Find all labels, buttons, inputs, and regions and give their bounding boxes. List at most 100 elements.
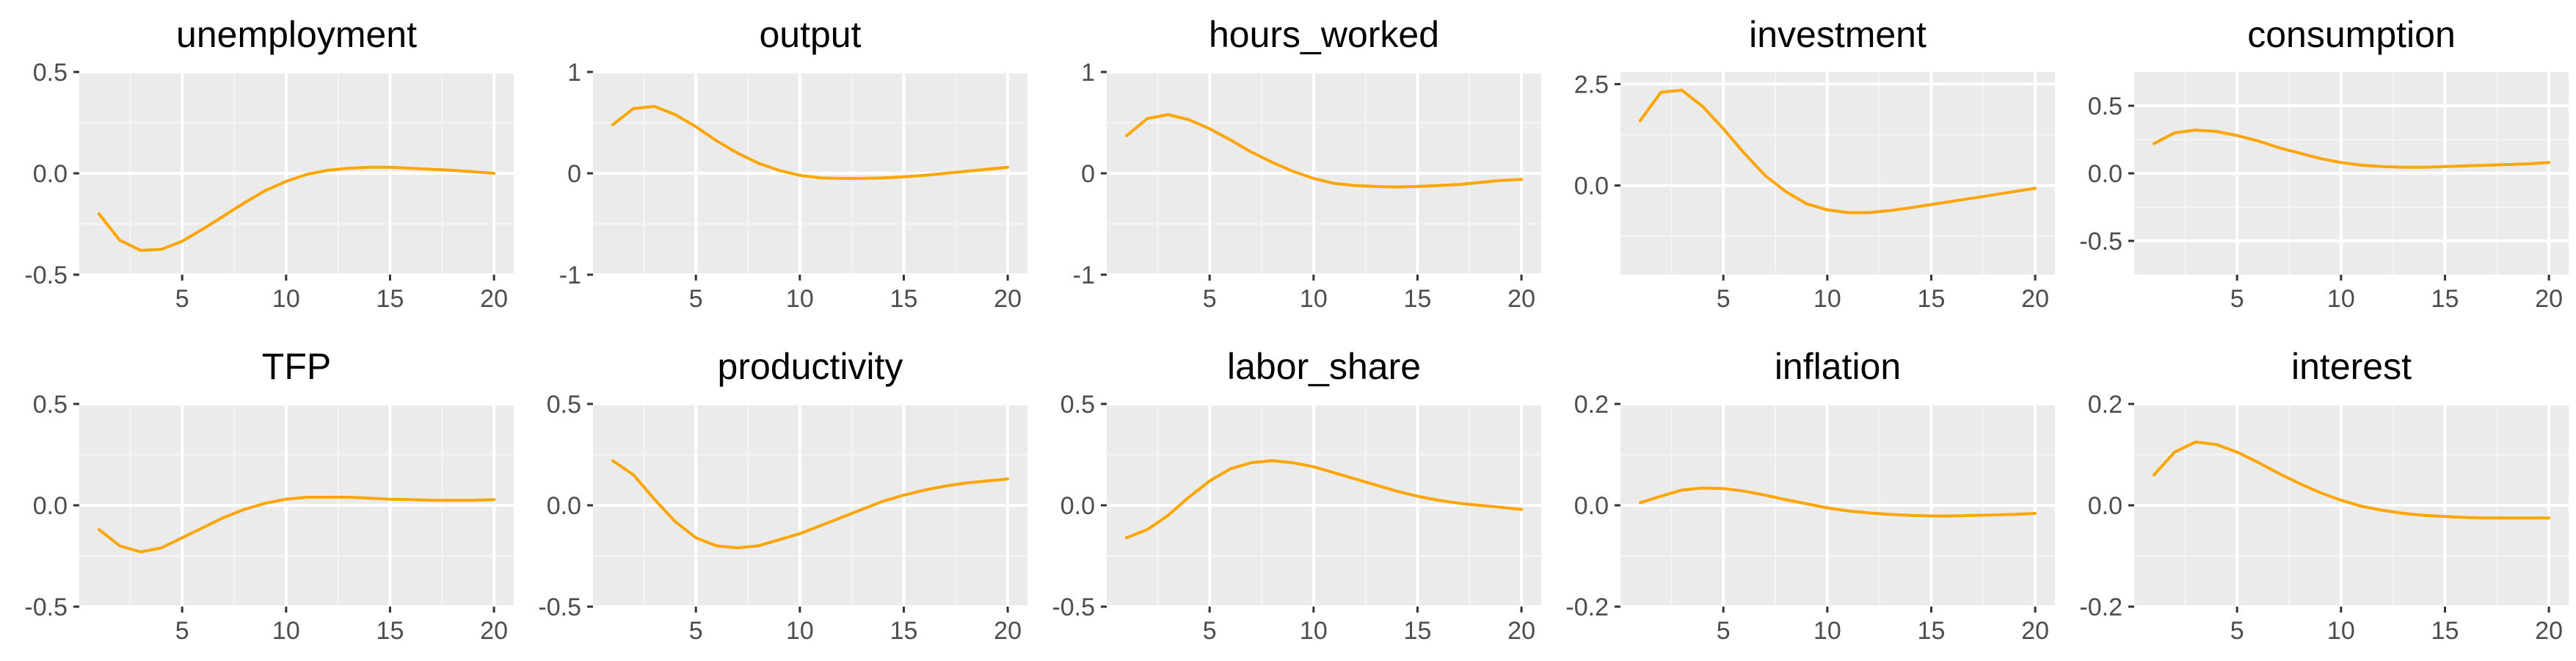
panel-title: productivity — [718, 346, 903, 387]
x-tick-label: 10 — [786, 617, 814, 645]
x-tick-label: 5 — [689, 285, 703, 313]
y-tick-label: 0 — [567, 160, 581, 188]
panel-hours-worked: 5 10 15 20 -1 0 1 hours_worked — [1073, 14, 1541, 313]
x-tick-label: 20 — [1507, 617, 1535, 645]
x-tick-label: 10 — [1300, 617, 1328, 645]
x-tick-label: 15 — [890, 617, 918, 645]
x-tick-label: 5 — [2230, 285, 2244, 313]
x-tick-label: 15 — [1404, 285, 1432, 313]
y-tick-label: -0.2 — [2079, 593, 2122, 621]
y-tick-label: 0.0 — [1060, 492, 1095, 520]
y-tick-label: 0.0 — [33, 160, 68, 188]
x-tick-label: 15 — [1918, 285, 1946, 313]
y-tick-label: 0.0 — [2088, 160, 2122, 188]
x-tick-label: 15 — [2431, 617, 2459, 645]
y-tick-label: -0.5 — [2079, 228, 2122, 256]
y-tick-label: 0 — [1081, 160, 1095, 188]
y-tick-label: -1 — [559, 261, 581, 289]
panel-investment: 5 10 15 20 0.0 2.5 investment — [1574, 14, 2055, 313]
x-tick-label: 10 — [2327, 285, 2355, 313]
y-tick-label: 0.5 — [1060, 391, 1095, 419]
x-tick-label: 5 — [689, 617, 703, 645]
x-tick-label: 10 — [2327, 617, 2355, 645]
panel-title: labor_share — [1227, 346, 1421, 387]
panel-title: investment — [1749, 14, 1926, 55]
x-tick-label: 15 — [1404, 617, 1432, 645]
panel-inflation: 5 10 15 20 -0.2 0.0 0.2 inflation — [1565, 346, 2055, 645]
panel-title: output — [759, 14, 861, 55]
y-tick-label: 0.0 — [1574, 173, 1609, 201]
panel-consumption: 5 10 15 20 -0.5 0.0 0.5 consumption — [2079, 14, 2569, 313]
panel-output: 5 10 15 20 -1 0 1 output — [559, 14, 1027, 313]
x-tick-label: 20 — [1507, 285, 1535, 313]
y-tick-label: 0.2 — [2088, 391, 2122, 419]
x-tick-label: 10 — [786, 285, 814, 313]
y-tick-label: 0.2 — [1574, 391, 1609, 419]
series-line-interest — [2152, 440, 2551, 520]
y-tick-label: -0.5 — [1052, 593, 1095, 621]
x-tick-label: 15 — [890, 285, 918, 313]
x-tick-label: 15 — [2431, 285, 2459, 313]
panel-title: hours_worked — [1209, 14, 1439, 55]
y-tick-label: 0.0 — [33, 492, 68, 520]
x-tick-label: 15 — [1918, 617, 1946, 645]
y-tick-label: -1 — [1073, 261, 1095, 289]
x-tick-label: 10 — [1813, 617, 1841, 645]
panel-title: unemployment — [176, 14, 417, 55]
x-tick-label: 10 — [1813, 285, 1841, 313]
y-tick-label: -0.5 — [24, 593, 68, 621]
series-line-output — [611, 104, 1010, 180]
panel-tfp: 5 10 15 20 -0.5 0.0 0.5 TFP — [24, 346, 514, 645]
panel-title: TFP — [262, 346, 331, 387]
y-tick-label: 0.0 — [547, 492, 581, 520]
y-tick-label: 0.0 — [2088, 492, 2122, 520]
x-tick-label: 5 — [2230, 617, 2244, 645]
x-tick-label: 10 — [272, 617, 300, 645]
panel-interest: 5 10 15 20 -0.2 0.0 0.2 interest — [2079, 346, 2569, 645]
y-tick-label: 0.5 — [33, 391, 68, 419]
panel-labor-share: 5 10 15 20 -0.5 0.0 0.5 labor_share — [1052, 346, 1541, 645]
x-tick-label: 5 — [1203, 617, 1217, 645]
x-tick-label: 5 — [1717, 617, 1731, 645]
series-line-inflation — [1638, 486, 2037, 518]
panel-background — [1620, 72, 2055, 275]
panel-title: consumption — [2247, 14, 2456, 55]
x-tick-label: 20 — [2535, 617, 2563, 645]
x-tick-label: 5 — [175, 285, 189, 313]
series-line-tfp — [97, 496, 496, 554]
panel-unemployment: 5 10 15 20 -0.5 0.0 0.5 unemployment — [24, 14, 514, 313]
y-tick-label: 2.5 — [1574, 71, 1609, 99]
x-tick-label: 20 — [2535, 285, 2563, 313]
y-tick-label: 0.5 — [2088, 93, 2122, 120]
y-tick-label: -0.2 — [1565, 593, 1609, 621]
x-tick-label: 20 — [480, 617, 508, 645]
x-tick-label: 5 — [1717, 285, 1731, 313]
x-tick-label: 15 — [376, 285, 404, 313]
x-tick-label: 5 — [1203, 285, 1217, 313]
series-line-productivity — [611, 459, 1010, 549]
panel-title: inflation — [1775, 346, 1901, 387]
series-line-unemployment — [97, 165, 496, 252]
y-tick-label: 0.5 — [547, 391, 581, 419]
panel-title: interest — [2291, 346, 2412, 387]
panel-productivity: 5 10 15 20 -0.5 0.0 0.5 productivity — [538, 346, 1027, 645]
y-tick-label: 0.0 — [1574, 492, 1609, 520]
x-tick-label: 20 — [480, 285, 508, 313]
x-tick-label: 20 — [994, 617, 1022, 645]
x-tick-label: 15 — [376, 617, 404, 645]
series-line-consumption — [2152, 129, 2551, 169]
y-tick-label: -0.5 — [538, 593, 581, 621]
x-tick-label: 10 — [1300, 285, 1328, 313]
x-tick-label: 20 — [994, 285, 1022, 313]
x-tick-label: 5 — [175, 617, 189, 645]
series-line-hours-worked — [1124, 113, 1524, 189]
x-tick-label: 10 — [272, 285, 300, 313]
series-line-investment — [1638, 88, 2037, 214]
y-tick-label: 0.5 — [33, 59, 68, 87]
series-line-labor-share — [1124, 459, 1524, 540]
x-tick-label: 20 — [2021, 285, 2049, 313]
x-tick-label: 20 — [2021, 617, 2049, 645]
y-tick-label: -0.5 — [24, 261, 68, 289]
y-tick-label: 1 — [1081, 59, 1095, 87]
